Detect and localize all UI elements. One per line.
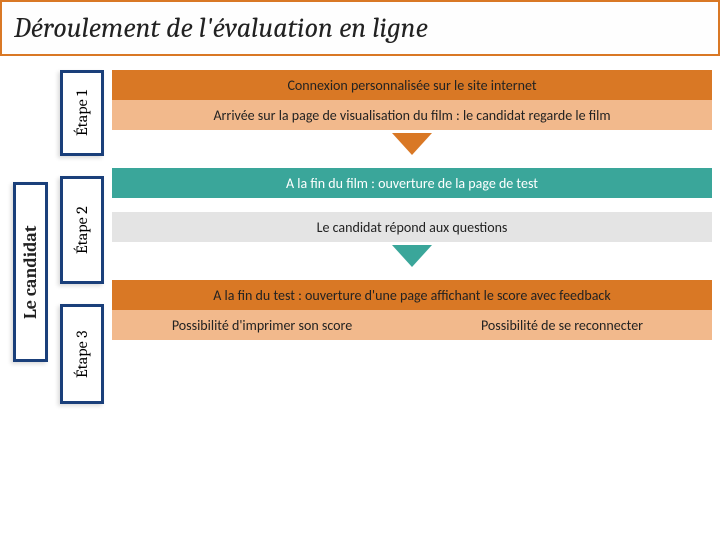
content-column: Connexion personnalisée sur le site inte… xyxy=(112,70,712,404)
arrow-2 xyxy=(112,242,712,270)
row-1b: Arrivée sur la page de visualisation du … xyxy=(112,100,712,130)
page-title-text: Déroulement de l'évaluation en ligne xyxy=(14,12,428,44)
row-3b-right-text: Possibilité de se reconnecter xyxy=(481,317,643,334)
row-2a-text: A la fin du film : ouverture de la page … xyxy=(286,175,538,192)
row-3b-right: Possibilité de se reconnecter xyxy=(412,310,712,340)
arrow-down-icon xyxy=(392,245,432,267)
steps-column: Étape 1 Étape 2 Étape 3 xyxy=(60,70,104,404)
arrow-down-icon xyxy=(392,133,432,155)
row-1b-text: Arrivée sur la page de visualisation du … xyxy=(213,107,610,124)
row-3b-left-text: Possibilité d'imprimer son score xyxy=(172,317,352,334)
step-2-label: Étape 2 xyxy=(73,206,91,254)
candidat-label-box: Le candidat xyxy=(13,182,48,362)
main-diagram: Le candidat Étape 1 Étape 2 Étape 3 Conn… xyxy=(0,56,720,404)
step-2-box: Étape 2 xyxy=(60,176,104,284)
candidat-column: Le candidat xyxy=(8,70,52,404)
row-3a: A la fin du test : ouverture d'une page … xyxy=(112,280,712,310)
row-3b-pair: Possibilité d'imprimer son score Possibi… xyxy=(112,310,712,340)
step-1-label: Étape 1 xyxy=(73,90,91,136)
row-2b-text: Le candidat répond aux questions xyxy=(317,219,508,236)
row-3a-text: A la fin du test : ouverture d'une page … xyxy=(213,287,610,304)
row-1a: Connexion personnalisée sur le site inte… xyxy=(112,70,712,100)
row-3b-left: Possibilité d'imprimer son score xyxy=(112,310,412,340)
step-3-label: Étape 3 xyxy=(73,330,91,378)
page-title: Déroulement de l'évaluation en ligne xyxy=(0,0,720,56)
candidat-label: Le candidat xyxy=(20,225,41,318)
row-2a: A la fin du film : ouverture de la page … xyxy=(112,168,712,198)
step-1-box: Étape 1 xyxy=(60,70,104,156)
row-1a-text: Connexion personnalisée sur le site inte… xyxy=(287,77,536,94)
step-3-box: Étape 3 xyxy=(60,304,104,404)
arrow-1 xyxy=(112,130,712,158)
row-2b: Le candidat répond aux questions xyxy=(112,212,712,242)
